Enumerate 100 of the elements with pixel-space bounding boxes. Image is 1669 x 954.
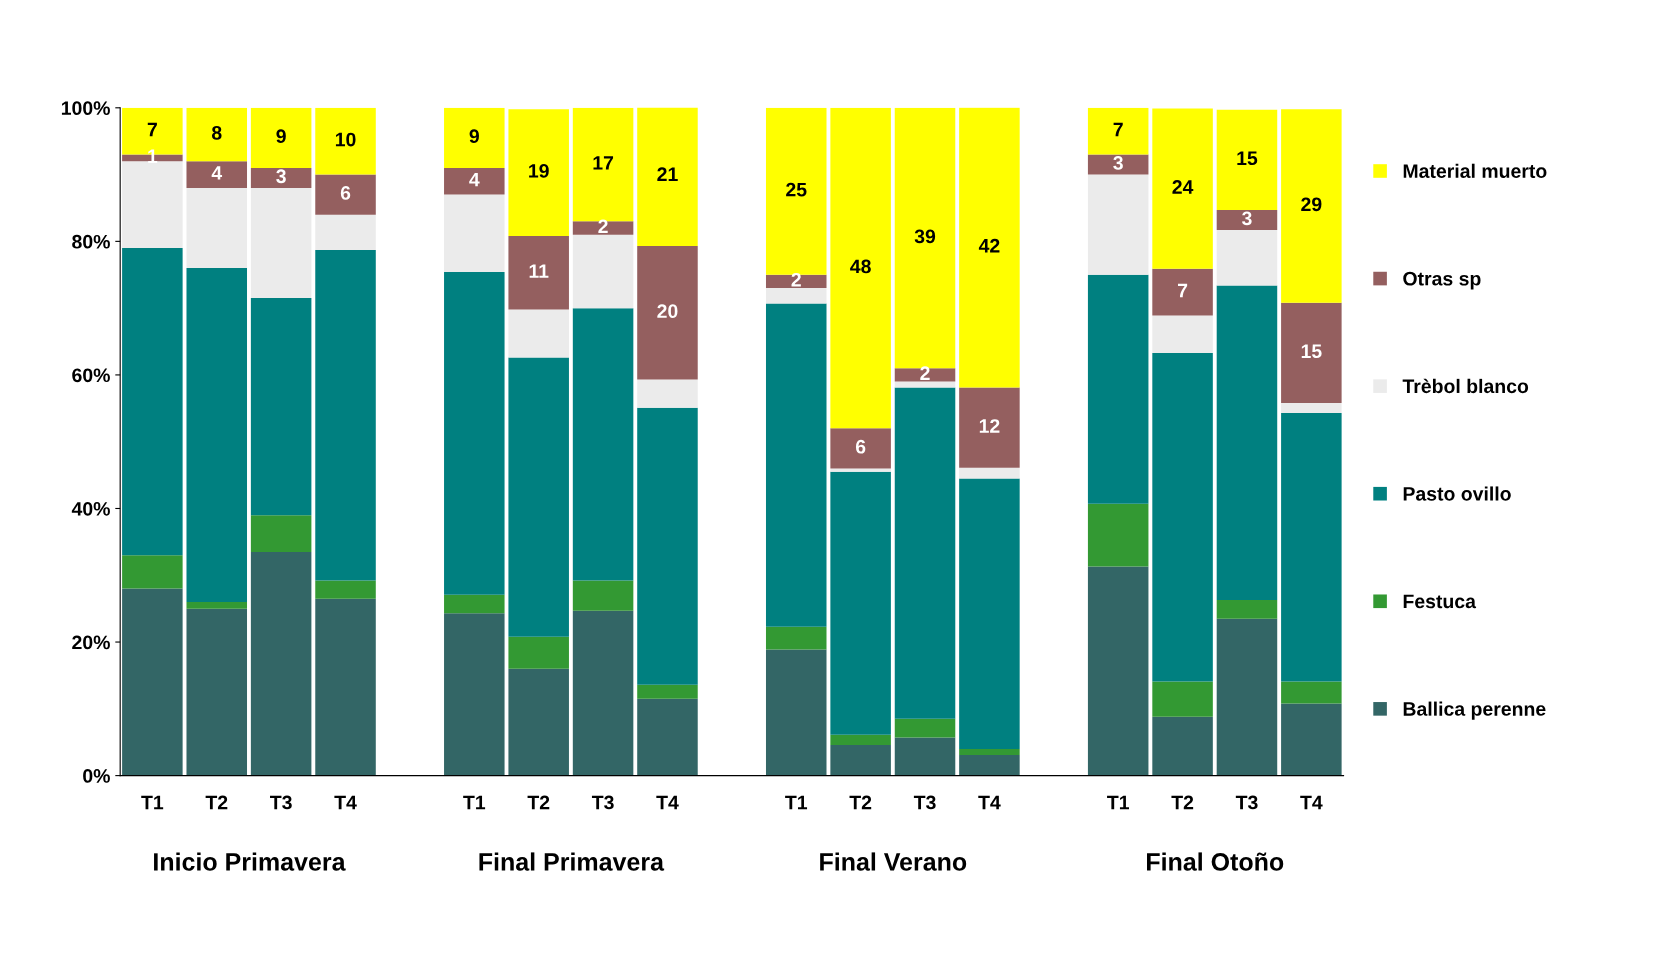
bar <box>508 309 569 358</box>
bar <box>1087 154 1149 175</box>
data-label: 7 <box>1178 283 1188 298</box>
bar <box>765 107 827 275</box>
bar <box>250 107 312 168</box>
bar <box>894 381 956 388</box>
bar <box>122 161 183 249</box>
bar <box>765 303 827 627</box>
data-label: 4 <box>469 172 480 187</box>
bar <box>508 236 569 310</box>
bar <box>250 551 312 776</box>
bar <box>315 580 376 599</box>
bar <box>444 167 505 195</box>
bar <box>959 478 1020 749</box>
bar <box>959 387 1020 468</box>
bar <box>1216 599 1278 619</box>
bar <box>1087 274 1149 504</box>
data-label: 6 <box>340 186 351 200</box>
bar <box>830 734 891 745</box>
bar <box>444 594 505 614</box>
bar <box>250 515 312 552</box>
x-tick-label: T1 <box>785 795 808 810</box>
bar <box>572 580 634 611</box>
bar <box>1152 352 1213 682</box>
bar <box>765 288 827 304</box>
bar <box>1281 402 1342 413</box>
data-label: 20 <box>657 304 678 319</box>
data-label: 7 <box>147 122 157 137</box>
bar <box>637 107 698 247</box>
bar <box>894 718 956 738</box>
x-tick-label: T2 <box>849 795 872 810</box>
bar <box>830 471 891 735</box>
data-label: 9 <box>469 129 479 144</box>
data-label: 6 <box>855 439 866 454</box>
bar <box>894 737 956 776</box>
bar <box>122 555 183 589</box>
text: Final Otoño <box>1147 852 1284 871</box>
bar <box>1152 315 1213 353</box>
y-tick-label: 40% <box>71 501 110 516</box>
x-tick-label: T3 <box>270 795 292 810</box>
data-label: 17 <box>593 156 614 170</box>
bar <box>186 608 248 776</box>
data-label: 8 <box>211 125 222 140</box>
bar <box>572 221 634 235</box>
data-label: 2 <box>920 366 930 380</box>
bar <box>1216 618 1278 776</box>
bar <box>830 744 891 776</box>
bar <box>830 107 891 429</box>
bar <box>765 626 827 650</box>
y-tick-label: 60% <box>72 368 110 383</box>
bar <box>186 107 248 162</box>
bar <box>959 467 1020 479</box>
bar <box>894 368 956 382</box>
bar <box>186 187 248 269</box>
bar <box>315 250 376 581</box>
x-tick-label: T2 <box>1171 795 1194 810</box>
x-tick-label: T1 <box>463 795 486 810</box>
bar <box>508 668 569 776</box>
data-label: 15 <box>1237 151 1258 166</box>
bar <box>637 379 698 408</box>
data-label: 3 <box>1242 211 1252 226</box>
text: Final Primavera <box>479 852 665 871</box>
data-label: 3 <box>1113 156 1123 170</box>
bar <box>1152 108 1213 269</box>
legend-label: Pasto ovillo <box>1403 486 1511 501</box>
bar <box>508 636 569 669</box>
x-tick-label: T2 <box>205 795 228 810</box>
y-tick-label: 20% <box>72 635 110 650</box>
bar <box>1281 681 1342 704</box>
x-tick-label: T4 <box>656 795 679 810</box>
bar <box>637 407 698 685</box>
bar <box>186 268 248 602</box>
data-label: 21 <box>657 167 678 181</box>
x-tick-label: T4 <box>1300 795 1323 810</box>
bar <box>186 161 248 188</box>
x-tick-label: T4 <box>334 795 357 810</box>
bar <box>1281 109 1342 303</box>
data-label: 19 <box>529 164 549 178</box>
bar <box>572 234 634 309</box>
data-label: 7 <box>1113 122 1123 137</box>
bar <box>508 357 569 637</box>
data-label: 15 <box>1301 344 1322 359</box>
bar <box>122 588 183 776</box>
data-label: 4 <box>211 166 223 180</box>
bar <box>250 187 312 299</box>
bar <box>444 272 505 595</box>
bar <box>765 649 827 776</box>
y-tick-label: 80% <box>72 234 110 249</box>
bar <box>315 174 376 215</box>
text: Final Verano <box>820 852 967 871</box>
bar <box>1281 412 1342 682</box>
bar <box>1087 107 1149 155</box>
bar <box>959 754 1020 776</box>
legend-label: Ballica perenne <box>1403 701 1546 720</box>
y-tick-label: 100% <box>61 101 110 116</box>
data-label: 24 <box>1172 180 1194 194</box>
bar <box>830 428 891 469</box>
bar <box>1281 302 1342 403</box>
x-tick-label: T2 <box>527 795 550 810</box>
x-tick-label: T3 <box>591 795 614 810</box>
